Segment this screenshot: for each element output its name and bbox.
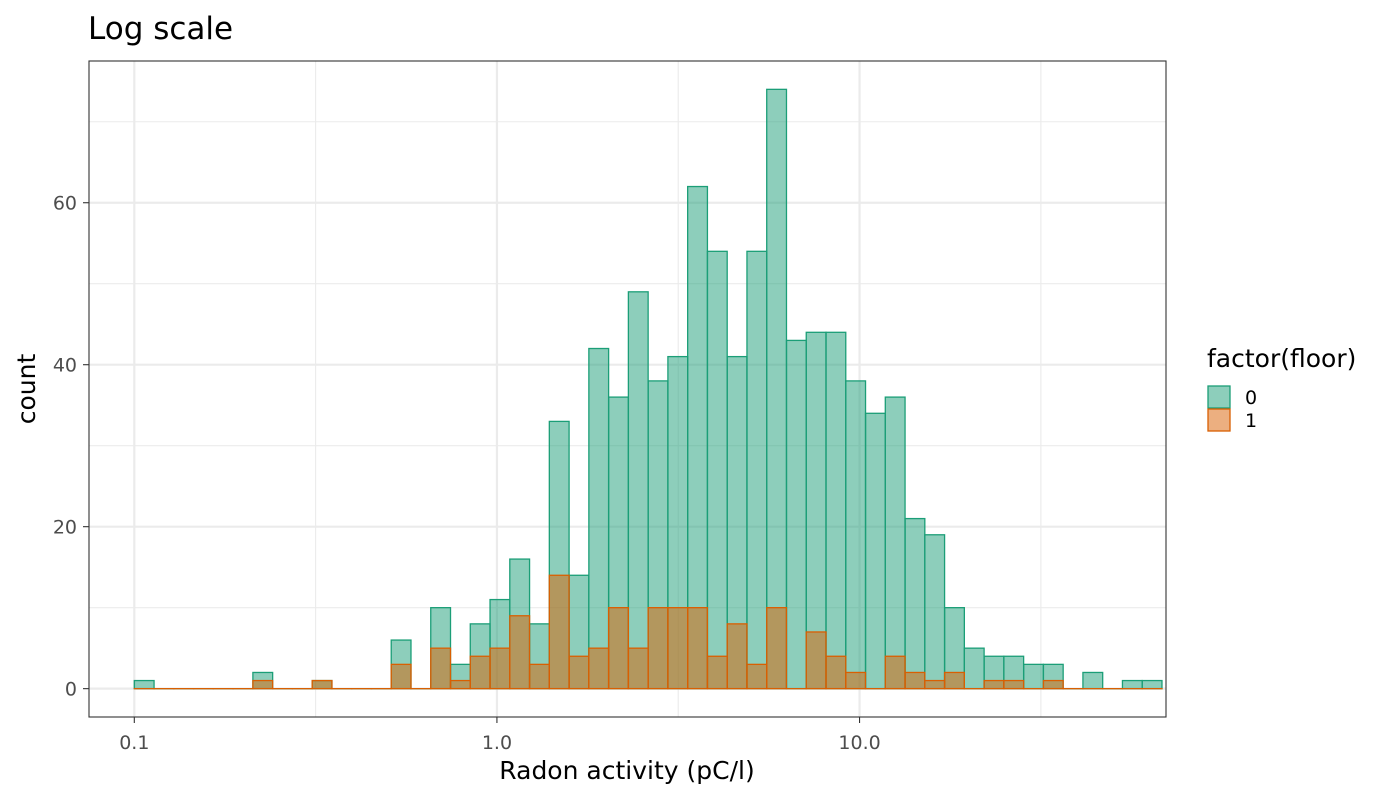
plot-panel bbox=[88, 60, 1167, 718]
chart-title: Log scale bbox=[88, 11, 233, 47]
legend: factor(floor) 01 bbox=[1207, 344, 1356, 432]
bar-floor-1 bbox=[924, 679, 946, 690]
legend-label: 0 bbox=[1245, 387, 1257, 409]
bar-floor-0 bbox=[785, 339, 807, 690]
bar-floor-1 bbox=[568, 655, 590, 690]
bar-floor-0 bbox=[825, 331, 847, 690]
bar-floor-0 bbox=[766, 88, 788, 690]
bar-floor-0 bbox=[924, 534, 946, 690]
x-tick-label: 10.0 bbox=[838, 732, 880, 754]
y-tick-label: 60 bbox=[53, 193, 77, 215]
bar-floor-0 bbox=[845, 380, 867, 690]
y-axis: 0 20 40 60 bbox=[53, 193, 89, 701]
bar-floor-0 bbox=[588, 347, 610, 690]
bar-floor-1 bbox=[726, 623, 748, 690]
bar-floor-1 bbox=[884, 655, 906, 690]
y-tick-label: 20 bbox=[53, 517, 77, 539]
bar-floor-1 bbox=[904, 671, 926, 690]
bar-floor-1 bbox=[449, 679, 471, 690]
bar-floor-1 bbox=[687, 607, 709, 690]
bar-floor-0 bbox=[706, 250, 728, 690]
bar-floor-1 bbox=[528, 663, 550, 690]
bar-floor-1 bbox=[766, 607, 788, 690]
x-axis: 0.1 1.0 10.0 bbox=[119, 717, 881, 754]
legend-title: factor(floor) bbox=[1207, 344, 1356, 373]
x-tick-label: 0.1 bbox=[119, 732, 149, 754]
bar-floor-0 bbox=[864, 412, 886, 690]
bar-floor-0 bbox=[746, 250, 768, 690]
bar-floor-1 bbox=[311, 679, 333, 690]
bar-floor-1 bbox=[588, 647, 610, 690]
bar-floor-0 bbox=[1082, 671, 1104, 690]
bar-floor-1 bbox=[647, 607, 669, 690]
bar-floor-1 bbox=[390, 663, 412, 690]
bar-floor-0 bbox=[1121, 679, 1143, 690]
bar-floor-1 bbox=[805, 631, 827, 690]
bar-floor-0 bbox=[1022, 663, 1045, 690]
bar-floor-0 bbox=[1141, 679, 1163, 690]
bar-floor-0 bbox=[133, 679, 155, 690]
bar-floor-1 bbox=[607, 607, 630, 690]
x-axis-title: Radon activity (pC/l) bbox=[499, 756, 754, 785]
bar-floor-1 bbox=[983, 679, 1005, 690]
bar-floor-0 bbox=[963, 647, 985, 690]
bar-floor-1 bbox=[509, 615, 531, 690]
bar-floor-1 bbox=[746, 663, 768, 690]
bar-floor-1 bbox=[706, 655, 728, 690]
bar-floor-0 bbox=[627, 291, 649, 690]
legend-items: 01 bbox=[1207, 385, 1257, 432]
y-tick-label: 0 bbox=[65, 679, 77, 701]
series-1-bars bbox=[133, 574, 1163, 690]
panel-border bbox=[88, 60, 1167, 718]
bar-floor-1 bbox=[667, 607, 689, 690]
y-tick-label: 40 bbox=[53, 355, 77, 377]
bar-floor-1 bbox=[825, 655, 847, 690]
bars-layer bbox=[133, 88, 1163, 690]
bar-floor-1 bbox=[845, 671, 867, 690]
legend-key-0 bbox=[1207, 385, 1231, 409]
bar-floor-1 bbox=[430, 647, 452, 690]
bar-floor-1 bbox=[252, 679, 274, 690]
bar-floor-0 bbox=[904, 517, 926, 690]
bar-floor-1 bbox=[548, 574, 570, 690]
bar-floor-1 bbox=[1003, 679, 1025, 690]
legend-key-1 bbox=[1207, 408, 1231, 432]
bar-floor-0 bbox=[884, 396, 906, 690]
bar-floor-1 bbox=[489, 647, 511, 690]
bar-floor-1 bbox=[1042, 679, 1064, 690]
bar-floor-1 bbox=[469, 655, 491, 690]
legend-label: 1 bbox=[1245, 410, 1257, 432]
bar-floor-1 bbox=[627, 647, 649, 690]
bar-floor-1 bbox=[943, 671, 965, 690]
y-axis-title: count bbox=[12, 354, 41, 425]
x-tick-label: 1.0 bbox=[482, 732, 512, 754]
